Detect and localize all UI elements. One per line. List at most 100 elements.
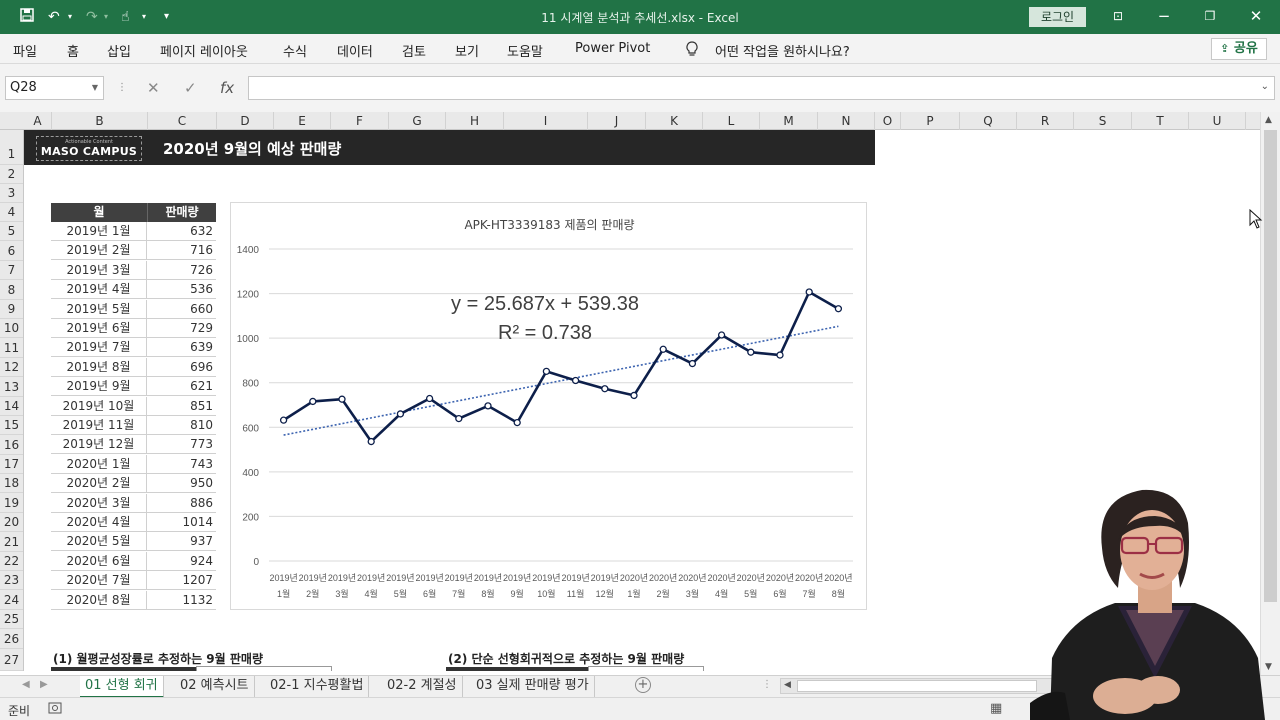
table-cell-sales[interactable]: 810 (147, 416, 216, 435)
table-cell-sales[interactable]: 716 (147, 241, 216, 261)
cancel-icon[interactable]: ✕ (147, 79, 160, 97)
vertical-scrollbar[interactable]: ▲ ▼ (1260, 112, 1280, 675)
row-header[interactable]: 5 (0, 222, 23, 241)
column-header[interactable]: C (148, 112, 217, 130)
insert-function-icon[interactable]: fx (220, 79, 235, 97)
table-cell-month[interactable]: 2020년 7월 (51, 571, 147, 591)
column-header[interactable]: P (901, 112, 960, 130)
customize-qat-icon[interactable]: ▾ (164, 11, 170, 22)
tab-formulas[interactable]: 수식 (283, 45, 307, 60)
tab-sheet-linear-regression[interactable]: 01 선형 회귀 (80, 676, 164, 698)
row-header[interactable]: 27 (0, 649, 23, 671)
tab-file[interactable]: 파일 (13, 45, 37, 60)
tab-home[interactable]: 홈 (67, 45, 79, 60)
column-header[interactable]: A (24, 112, 52, 130)
table-header-month[interactable]: 월 (51, 203, 147, 222)
table-cell-sales[interactable]: 1207 (147, 571, 216, 591)
table-cell-sales[interactable]: 621 (147, 377, 216, 397)
section-table-cell[interactable] (588, 666, 704, 671)
row-header[interactable]: 7 (0, 261, 23, 280)
prev-sheet-icon[interactable]: ◀ (22, 679, 30, 690)
restore-icon[interactable]: ❐ (1204, 9, 1216, 23)
tab-power-pivot[interactable]: Power Pivot (575, 41, 651, 56)
row-header[interactable]: 1 (0, 130, 23, 165)
row-header[interactable]: 26 (0, 629, 23, 649)
table-cell-month[interactable]: 2020년 5월 (51, 532, 147, 552)
table-cell-month[interactable]: 2019년 3월 (51, 260, 147, 280)
table-cell-month[interactable]: 2020년 6월 (51, 551, 147, 571)
row-header[interactable]: 13 (0, 377, 23, 397)
table-cell-month[interactable]: 2020년 4월 (51, 513, 147, 532)
column-header[interactable]: L (703, 112, 760, 130)
section-label-growth-rate[interactable]: (1) 월평균성장률로 추정하는 9월 판매량 (53, 652, 263, 666)
login-button[interactable]: 로그인 (1029, 7, 1086, 27)
macro-record-icon[interactable] (48, 702, 62, 717)
sales-line-chart[interactable]: APK-HT3339183 제품의 판매량 0 200 400 600 800 1000 1… (230, 202, 867, 610)
table-cell-sales[interactable]: 886 (147, 494, 216, 513)
horizontal-scrollbar[interactable]: ◀ (780, 678, 1060, 694)
row-header[interactable]: 22 (0, 552, 23, 571)
row-header[interactable]: 4 (0, 203, 23, 222)
table-cell-month[interactable]: 2019년 2월 (51, 241, 147, 261)
table-header-sales[interactable]: 판매량 (147, 203, 216, 222)
table-cell-sales[interactable]: 726 (147, 261, 216, 280)
column-header[interactable]: E (274, 112, 331, 130)
table-cell-sales[interactable]: 536 (147, 280, 216, 300)
chart-title[interactable]: APK-HT3339183 제품의 판매량 (464, 218, 635, 232)
formula-input[interactable]: ⌄ (248, 76, 1275, 100)
row-header[interactable]: 16 (0, 435, 23, 455)
minimize-icon[interactable]: − (1157, 7, 1171, 25)
table-cell-month[interactable]: 2020년 2월 (51, 474, 147, 494)
tab-insert[interactable]: 삽입 (107, 45, 131, 60)
row-header[interactable]: 21 (0, 532, 23, 552)
table-cell-month[interactable]: 2019년 8월 (51, 357, 147, 377)
section-table-header[interactable] (51, 667, 196, 671)
tab-review[interactable]: 검토 (402, 45, 426, 60)
touch-mode-icon[interactable]: ☝ (121, 9, 130, 25)
scroll-down-icon[interactable]: ▼ (1265, 662, 1272, 672)
column-header[interactable]: H (446, 112, 504, 130)
tab-split-handle-icon[interactable]: ⋮ (762, 679, 772, 690)
enter-icon[interactable]: ✓ (184, 79, 197, 97)
row-header[interactable]: 14 (0, 397, 23, 416)
table-cell-sales[interactable]: 924 (147, 552, 216, 571)
row-header[interactable]: 23 (0, 571, 23, 590)
ribbon-display-icon[interactable]: ⊡ (1112, 9, 1124, 23)
row-header[interactable]: 18 (0, 474, 23, 493)
scroll-thumb[interactable] (797, 680, 1037, 692)
table-cell-sales[interactable]: 937 (147, 532, 216, 552)
column-header[interactable]: O (875, 112, 901, 130)
table-cell-month[interactable]: 2019년 10월 (51, 396, 147, 416)
row-header[interactable]: 19 (0, 493, 23, 513)
touch-dropdown-icon[interactable]: ▾ (142, 12, 147, 21)
save-icon[interactable] (20, 8, 34, 27)
table-cell-sales[interactable]: 696 (147, 358, 216, 377)
redo-icon[interactable]: ↷ (86, 9, 98, 25)
scroll-left-icon[interactable]: ◀ (784, 680, 791, 690)
row-header[interactable]: 24 (0, 590, 23, 610)
column-header[interactable]: T (1132, 112, 1189, 130)
undo-icon[interactable]: ↶ (48, 9, 60, 25)
row-header[interactable]: 11 (0, 338, 23, 358)
table-cell-sales[interactable]: 950 (147, 474, 216, 494)
column-header[interactable]: F (331, 112, 389, 130)
column-header[interactable]: I (504, 112, 588, 130)
table-cell-month[interactable]: 2020년 1월 (51, 454, 147, 474)
table-cell-month[interactable]: 2019년 1월 (51, 222, 147, 241)
tab-view[interactable]: 보기 (455, 45, 479, 60)
column-header[interactable]: M (760, 112, 818, 130)
section-table-header[interactable] (446, 667, 588, 671)
table-cell-month[interactable]: 2019년 9월 (51, 377, 147, 397)
row-header[interactable]: 8 (0, 280, 23, 300)
column-header[interactable]: Q (960, 112, 1017, 130)
row-header[interactable]: 3 (0, 184, 23, 203)
chart-plot[interactable]: 0 200 400 600 800 1000 1200 1400 2019년 1월 2019년 2월 2… (231, 203, 868, 611)
tell-me-search[interactable]: 어떤 작업을 원하시나요? (715, 45, 850, 60)
row-header[interactable]: 10 (0, 319, 23, 338)
row-header[interactable]: 6 (0, 241, 23, 261)
table-cell-month[interactable]: 2019년 5월 (51, 299, 147, 319)
row-header[interactable]: 17 (0, 455, 23, 474)
undo-dropdown-icon[interactable]: ▾ (68, 12, 73, 21)
redo-dropdown-icon[interactable]: ▾ (104, 12, 109, 21)
tab-page-layout[interactable]: 페이지 레이아웃 (160, 45, 248, 60)
